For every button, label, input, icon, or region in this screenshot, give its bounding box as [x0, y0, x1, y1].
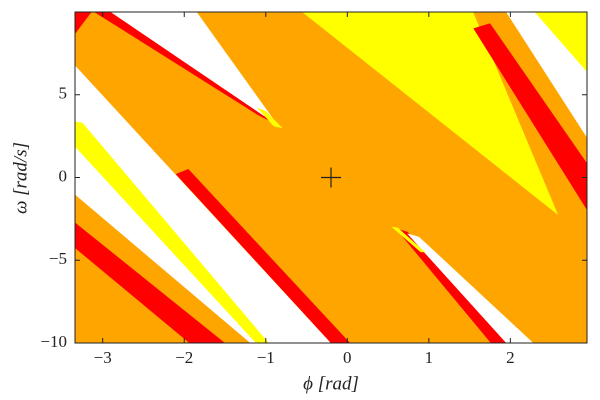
region — [391, 226, 426, 253]
y-tick-label: −5 — [49, 249, 67, 268]
region — [406, 233, 534, 343]
y-tick-label: 5 — [59, 84, 68, 103]
region — [257, 107, 283, 129]
x-tick-label: −3 — [94, 348, 112, 367]
region — [175, 168, 351, 343]
x-tick-label: 0 — [343, 348, 352, 367]
region — [302, 12, 558, 215]
region — [75, 121, 269, 343]
plot-area — [75, 12, 587, 343]
x-tick-label: 1 — [425, 348, 434, 367]
x-axis-label: ϕ [rad] — [303, 373, 359, 394]
region — [473, 23, 587, 211]
region — [110, 12, 278, 125]
region — [75, 12, 92, 35]
region — [534, 12, 587, 72]
region — [75, 222, 225, 343]
x-tick-label: −1 — [257, 348, 275, 367]
region — [395, 228, 507, 343]
y-tick-label: −10 — [40, 332, 67, 351]
marker — [321, 167, 341, 188]
y-axis-label: ω [rad/s] — [10, 142, 31, 214]
x-tick-label: −2 — [175, 348, 193, 367]
x-tick-label: 2 — [506, 348, 515, 367]
y-tick-label: 0 — [59, 166, 68, 185]
region — [75, 194, 251, 343]
